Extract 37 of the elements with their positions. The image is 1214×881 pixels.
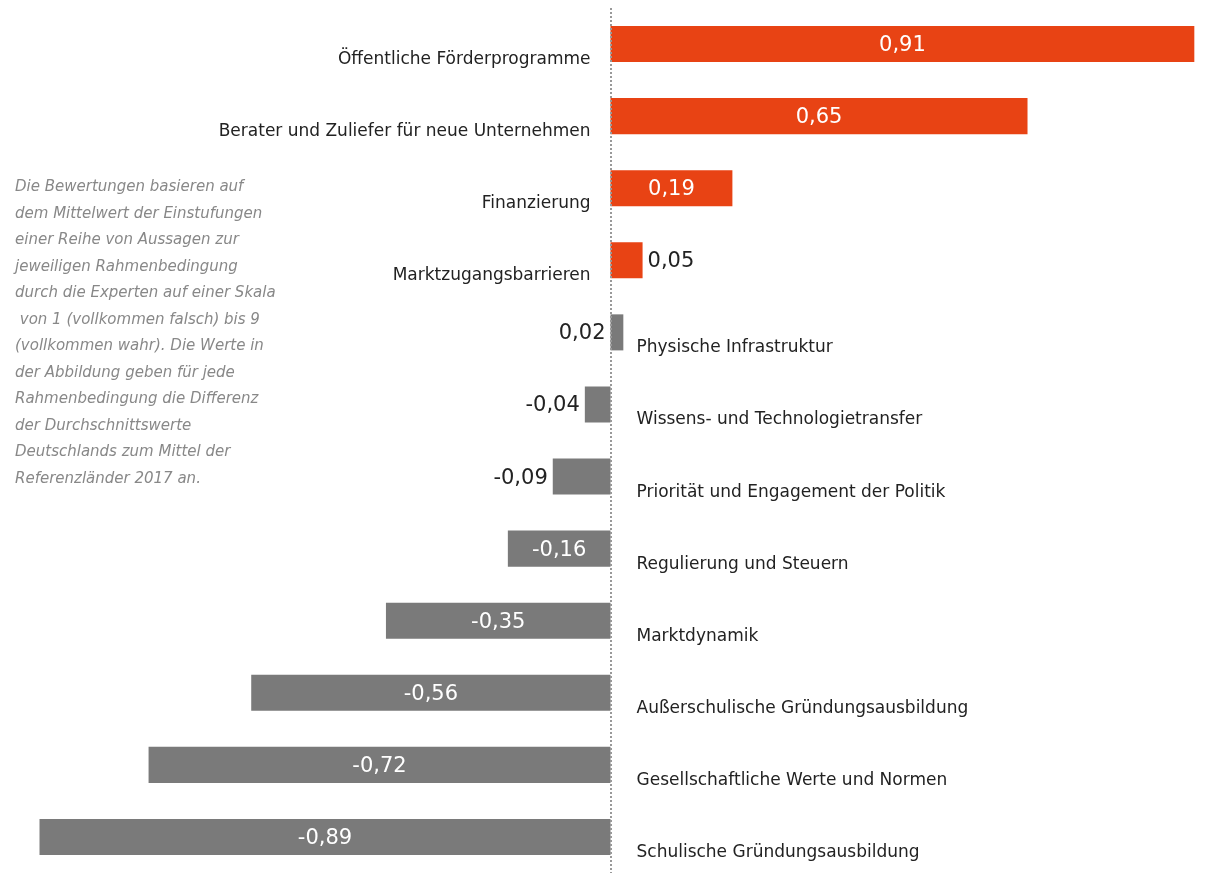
data-label: -0,72 xyxy=(352,752,407,777)
text: Die Bewertungen basieren auf dem Mittelwert der Einstufungen einer Reihe von Aussagen zur jeweiligen Rahmenbedingung durch die Experten auf einer Skala von 1 (vollkommen falsch) bis 9 (vollkommen wahr). Die Werte in der Abbildung geben für jede Rahmenbedingung die Differenz der Durchschnittswerte Deutschlands zum Mittel der Referenzländer 2017 an. xyxy=(15,177,276,487)
y-tick-label: Priorität und Engagement der Politik xyxy=(636,480,946,501)
data-label: -0,04 xyxy=(525,392,580,417)
bar xyxy=(148,746,611,783)
bar xyxy=(584,386,611,423)
bar xyxy=(251,674,611,711)
data-label: 0,19 xyxy=(648,176,695,201)
y-tick-label: Gesellschaftliche Werte und Normen xyxy=(636,768,948,789)
bar xyxy=(610,242,643,279)
y-tick-label: Berater und Zuliefer für neue Unternehmen xyxy=(218,120,591,141)
y-tick-label: Wissens- und Technologietransfer xyxy=(636,408,923,429)
y-tick-label: Außerschulische Gründungsausbildung xyxy=(636,696,969,717)
bar xyxy=(507,530,611,567)
data-label: 0,02 xyxy=(558,320,606,345)
y-tick-label: Schulische Gründungsausbildung xyxy=(636,840,920,861)
y-tick-label: Öffentliche Förderprogramme xyxy=(337,47,591,69)
bar xyxy=(610,314,624,351)
bar xyxy=(385,602,611,639)
y-tick-label: Regulierung und Steuern xyxy=(636,552,849,573)
bar xyxy=(610,26,1195,63)
y-tick-label: Physische Infrastruktur xyxy=(636,336,833,357)
bar xyxy=(610,170,733,207)
y-tick-label: Marktdynamik xyxy=(636,624,759,645)
bar xyxy=(552,458,611,495)
data-label: -0,89 xyxy=(297,824,353,849)
data-label: 0,05 xyxy=(647,248,695,273)
bar xyxy=(610,98,1028,135)
y-tick-label: Finanzierung xyxy=(481,192,591,213)
data-label: -0,56 xyxy=(403,680,459,705)
bar xyxy=(39,818,611,855)
y-tick-label: Marktzugangsbarrieren xyxy=(392,264,591,285)
data-label: -0,35 xyxy=(471,608,526,633)
data-label: 0,65 xyxy=(795,104,843,129)
data-label: 0,91 xyxy=(879,32,926,57)
data-label: -0,16 xyxy=(532,536,587,561)
data-label: -0,09 xyxy=(493,464,548,489)
